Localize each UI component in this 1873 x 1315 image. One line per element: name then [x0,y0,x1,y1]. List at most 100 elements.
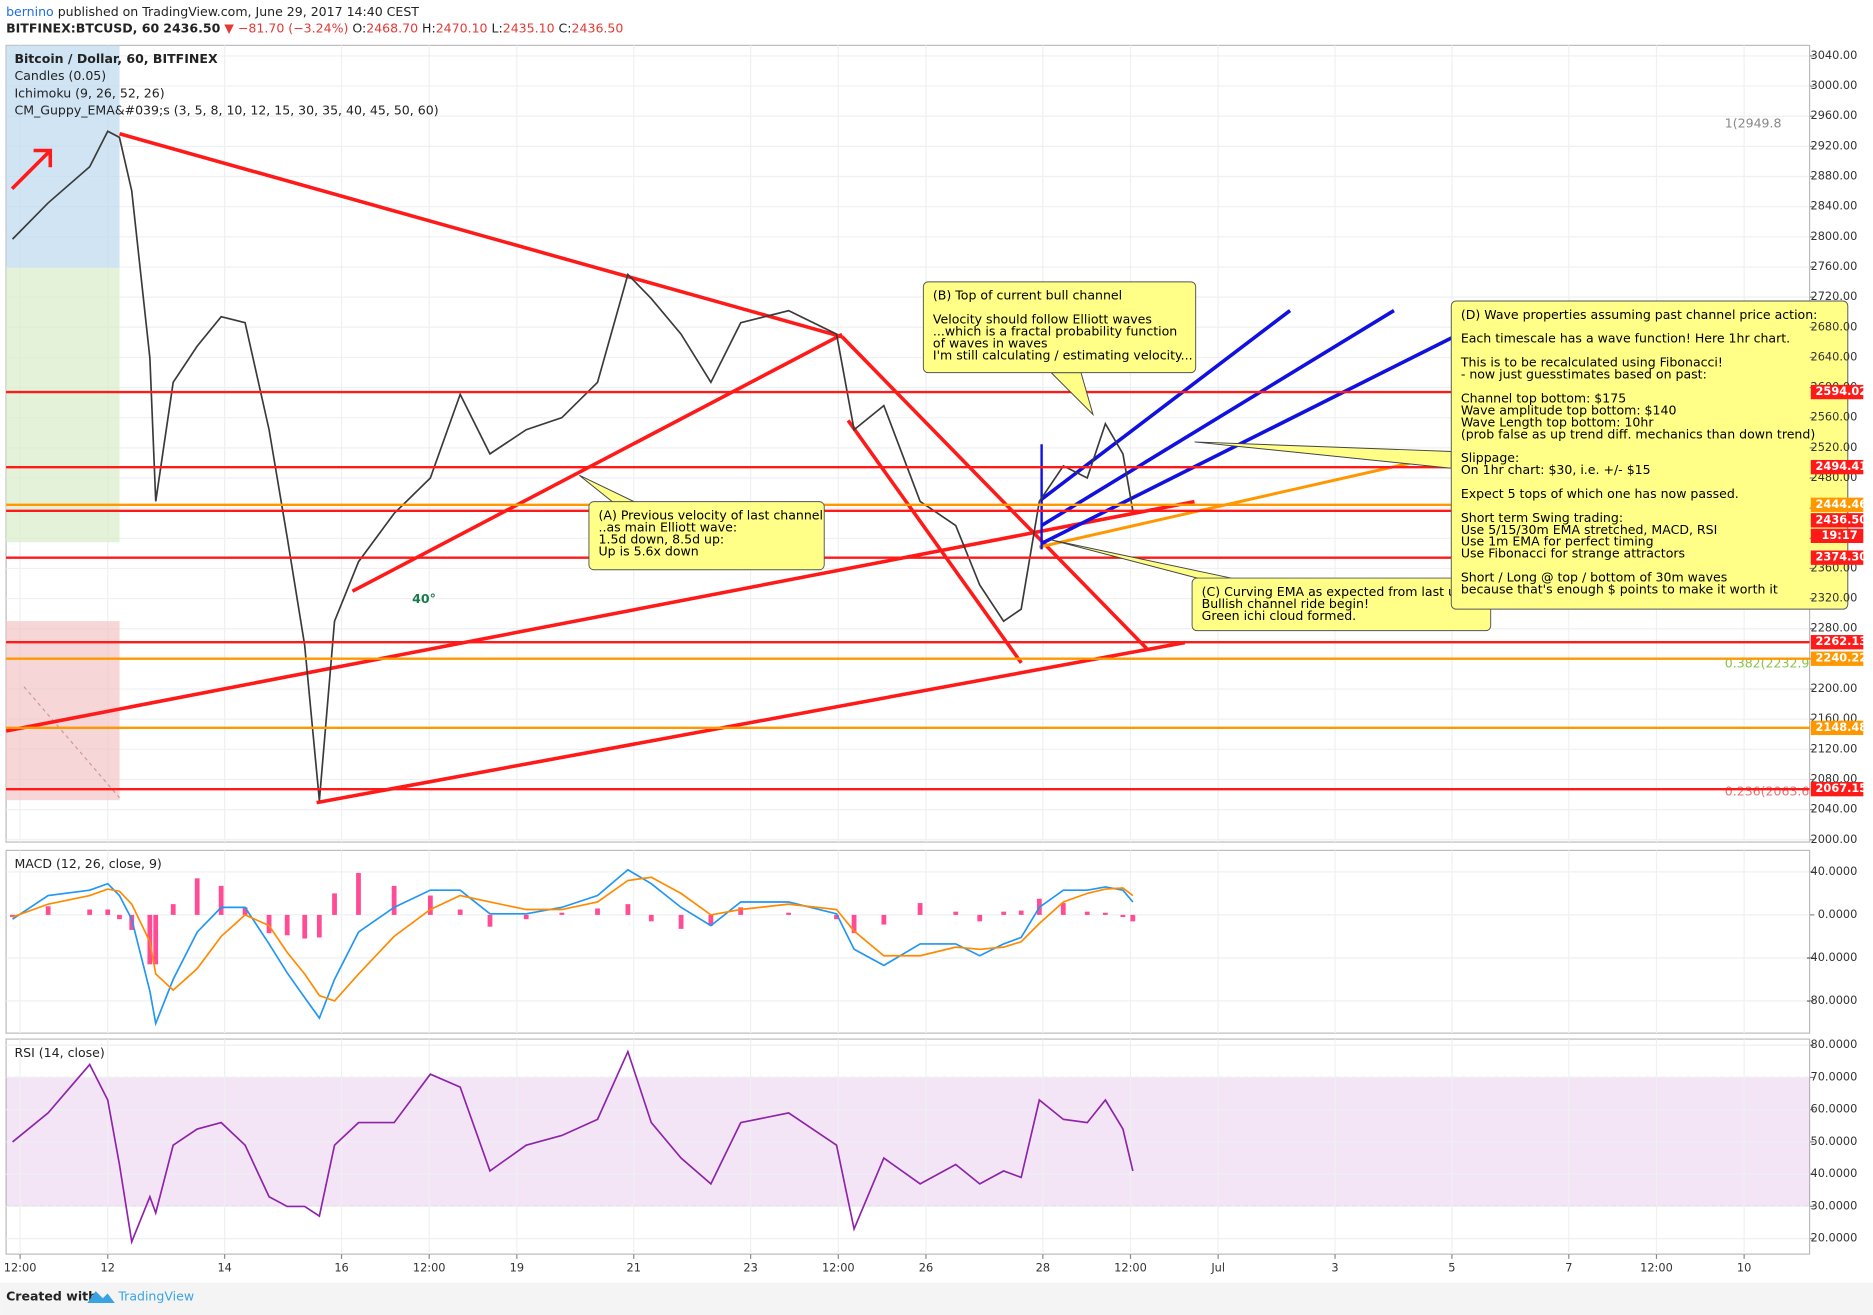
histogram-bar [1018,910,1024,915]
y-tick-label: 2960.00 [1810,108,1857,122]
y-tick-label: 50.0000 [1810,1134,1857,1148]
note-text: (D) Wave properties assuming past channe… [1461,307,1818,322]
pane-title: Bitcoin / Dollar, 60, BITFINEX [14,51,218,66]
drawings [6,132,1810,805]
y-tick-label: 40.0000 [1810,864,1857,878]
histogram-bar [117,914,122,920]
histogram-bar [977,914,983,922]
series-line [12,876,1134,1002]
symbol: BITFINEX:BTCUSD, 60 [6,20,159,35]
histogram-bar [302,914,308,939]
last-price: 2436.50 [163,20,220,35]
series-line [11,130,1134,801]
note-text: Velocity should follow Elliott waves [933,312,1152,327]
x-tick-label: 12:00 [1114,1260,1147,1274]
x-tick-label: 12:00 [413,1260,446,1274]
x-tick-label: 28 [1036,1260,1050,1274]
arrow [10,148,53,190]
level-label: 2262.13 [1816,634,1868,648]
histogram-bar [1084,911,1090,915]
ohlc-value: 2436.50 [572,20,624,35]
ohlc-label: C: [559,20,572,35]
x-tick-label: 19 [510,1260,524,1274]
histogram-bar [427,895,433,915]
note-text: Wave Length top bottom: 10hr [1461,414,1655,429]
note-text: Slippage: [1461,450,1519,465]
histogram-bar [678,914,684,929]
x-tick-label: 26 [919,1260,933,1274]
note-text: ...which is a fractal probability functi… [933,324,1177,339]
y-tick-label: 2040.00 [1810,802,1857,816]
note-text: Bullish channel ride begin! [1202,596,1369,611]
footer-brand[interactable]: TradingView [117,1289,194,1304]
y-tick-label: 3040.00 [1810,48,1857,62]
trend-line [119,132,843,339]
y-tick-label: 2080.00 [1810,771,1857,785]
fib-label: 0.236(2063.6 [1725,783,1810,798]
x-tick-label: 23 [743,1260,757,1274]
histogram-bar [457,909,463,915]
histogram-bar [316,914,322,938]
note-text: Use 1m EMA for perfect timing [1461,534,1654,549]
note-text: I'm still calculating / estimating veloc… [933,347,1193,362]
histogram-bar [284,914,290,936]
y-tick-label: 3000.00 [1810,78,1857,92]
note-box [922,281,1197,374]
y-tick-label: 80.0000 [1810,1037,1857,1051]
angle-label: 40° [412,591,436,606]
channel-line [1040,309,1395,528]
ohlc-value: 2468.70 [366,20,418,35]
histogram-bar [147,914,153,965]
level-badge [1810,497,1864,512]
note-text: This is to be recalculated using Fibonac… [1460,355,1723,370]
note-text: - now just guesstimates based on past: [1461,367,1707,382]
x-tick-label: 7 [1565,1260,1572,1274]
histogram-bar [523,914,529,920]
x-tick-label: 12:00 [4,1260,37,1274]
pane-frame [5,1038,1811,1255]
histogram-bar [10,914,15,918]
histogram-bar [1001,911,1007,915]
histogram-bar [1102,912,1108,915]
note-text: (C) Curving EMA as expected from last up… [1202,584,1493,599]
y-tick-label: 2000.00 [1810,832,1857,846]
y-tick-label: 2920.00 [1810,138,1857,152]
profit-zone [6,267,120,543]
x-tick-label: Jul [1210,1260,1225,1274]
pane-title: RSI (14, close) [14,1045,104,1060]
y-tick-label: -80.0000 [1806,993,1857,1007]
series-line [12,1049,1134,1245]
note-box [588,501,825,571]
ohlc-label: O: [352,20,366,35]
y-tick-label: -40.0000 [1806,950,1857,964]
x-tick-label: 3 [1331,1260,1338,1274]
ohlc-label: L: [492,20,503,35]
level-badge [1810,781,1864,797]
stop-zone [6,621,120,801]
x-tick-label: 12:00 [822,1260,855,1274]
author[interactable]: bernino [6,3,54,18]
note-text: Channel top bottom: $175 [1461,390,1626,405]
legend-entry: Ichimoku (9, 26, 52, 26) [14,85,164,100]
histogram-bar [266,914,272,934]
level-badge [1810,384,1864,400]
y-tick-label: 2320.00 [1810,591,1857,605]
note-text: (A) Previous velocity of last channel [598,507,822,522]
y-tick-label: 2840.00 [1810,199,1857,213]
level-label: 2067.15 [1816,781,1868,795]
note-text: Green ichi cloud formed. [1202,608,1357,623]
callout-pointers [579,372,1452,581]
target-zone [6,45,120,268]
level-label: 2374.30 [1816,550,1868,564]
histogram-bar [786,912,792,915]
histogram-bar [45,906,51,915]
level-label: 2494.41 [1816,459,1868,473]
y-tick-label: 2680.00 [1810,319,1857,333]
histogram-bar [953,911,959,915]
y-tick-label: 20.0000 [1810,1231,1857,1245]
level-badge [1810,550,1864,565]
histogram-bar [356,872,361,915]
y-tick-label: 2760.00 [1810,259,1857,273]
